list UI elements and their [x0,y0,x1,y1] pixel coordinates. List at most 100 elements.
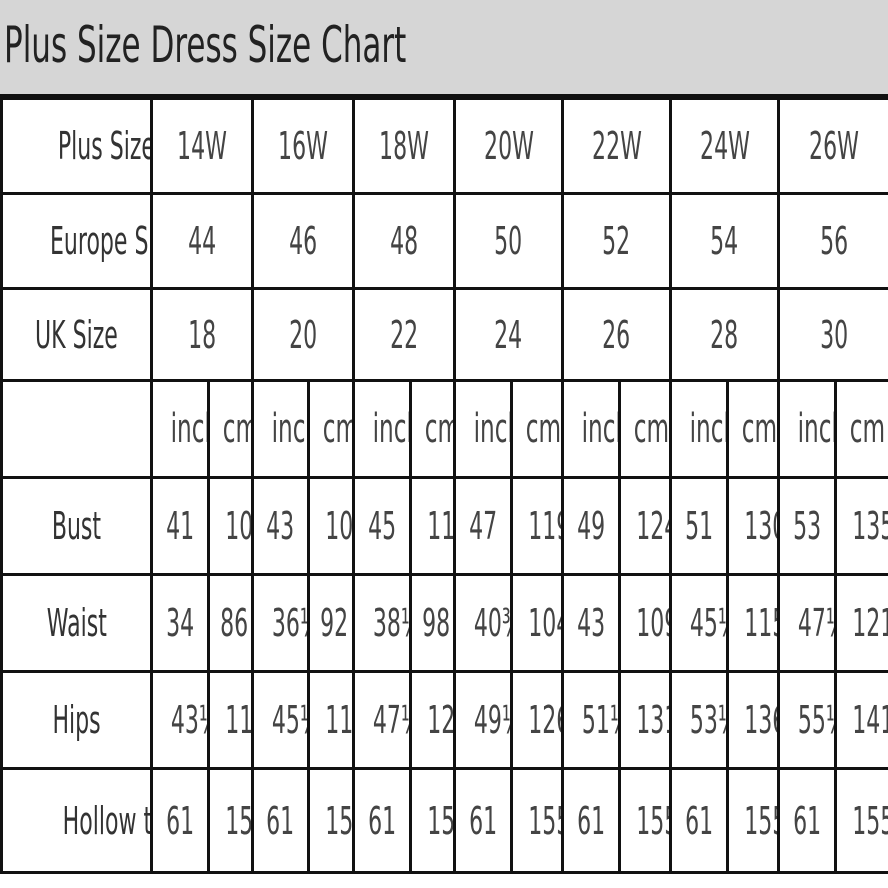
size-cell: 30 [777,287,888,382]
size-cell-text: 52 [602,219,631,263]
measure-cell-text: 34 [165,601,195,645]
row-label: Europe Size [0,192,153,290]
table-row: Bust 41 104 43 109 45 114 47 119 49 124 51 130 53 135 [0,476,888,576]
unit-cell: inch [453,379,513,479]
measure-cell-text: 51½ [581,698,617,742]
size-cell: 14W [150,97,254,195]
measure-cell: 110 [207,670,254,770]
table-row: UK Size 18 20 22 24 26 28 30 [0,287,888,382]
measure-cell-text: 126 [528,698,559,742]
measure-cell-text: 114 [427,504,455,548]
measure-cell: 155 [834,767,888,874]
measure-cell: 61 [352,767,412,874]
size-cell: 52 [561,192,672,290]
measure-cell-text: 49½ [473,698,509,742]
chart-title: Plus Size Dress Size Chart [4,16,407,74]
row-label-text: Hips [52,698,101,742]
size-cell-text: 14W [177,124,227,168]
measure-cell: 130 [726,476,780,576]
size-cell-text: 22W [591,124,642,168]
measure-cell: 155 [726,767,780,874]
measure-cell-text: 43 [576,601,606,645]
measure-cell: 155 [207,767,254,874]
unit-cell-text: cm [322,406,351,452]
measure-cell-text: 45 [367,504,397,548]
size-cell-text: 24W [699,124,750,168]
unit-cell: inch [251,379,310,479]
measure-cell-text: 110 [225,698,253,742]
size-cell-text: 48 [389,219,419,263]
measure-cell-text: 53½ [689,698,725,742]
size-cell-text: 30 [819,312,849,357]
measure-cell-text: 61 [367,798,397,843]
unit-cell-text: inch [581,406,617,452]
size-cell-text: 24 [494,312,523,357]
measure-cell: 49½ [453,670,513,770]
measure-cell-text: 155 [528,798,559,843]
measure-cell: 155 [510,767,564,874]
measure-cell: 116 [307,670,355,770]
row-label-text: Bust [51,504,102,548]
measure-cell: 49 [561,476,621,576]
measure-cell: 45½ [251,670,310,770]
measure-cell-text: 45½ [271,698,306,742]
size-cell: 46 [251,192,355,290]
measure-cell: 104 [510,573,564,673]
measure-cell: 43½ [150,670,210,770]
size-cell-text: 44 [187,219,217,263]
size-cell: 22W [561,97,672,195]
measure-cell-text: 155 [744,798,775,843]
unit-cell-text: inch [372,406,408,452]
title-bar: Plus Size Dress Size Chart [0,0,888,97]
measure-cell: 126 [510,670,564,770]
row-label: Bust [0,476,153,576]
measure-cell-text: 104 [225,504,253,548]
measure-cell-text: 92 [320,601,349,645]
table-row: Hips 43½ 110 45½ 116 47½ 121 49½ 126 51½ 131 53½ 136… [0,670,888,770]
measure-cell: 43 [561,573,621,673]
size-cell: 20 [251,287,355,382]
size-cell-text: 22 [389,312,419,357]
size-table: Plus Size (US) 14W 16W 18W 20W 22W 24W 26W Europ… [0,97,888,874]
row-label-text: UK Size [35,312,118,357]
measure-cell: 119 [510,476,564,576]
measure-cell-text: 53 [792,504,822,548]
measure-cell: 155 [618,767,672,874]
measure-cell-text: 61 [266,798,295,843]
measure-cell: 55½ [777,670,837,770]
measure-cell-text: 47½ [797,601,833,645]
size-cell-text: 28 [710,312,739,357]
measure-cell: 40¾ [453,573,513,673]
row-label-text: Waist [46,601,107,645]
measure-cell-text: 155 [225,798,253,843]
size-cell: 50 [453,192,564,290]
unit-cell: cm [307,379,355,479]
measure-cell-text: 61 [792,798,822,843]
size-cell-text: 20 [288,312,318,357]
size-cell-text: 46 [288,219,318,263]
measure-cell-text: 43½ [170,698,206,742]
size-cell: 24W [669,97,780,195]
measure-cell: 43 [251,476,310,576]
row-label: Waist [0,573,153,673]
measure-cell-text: 45¼ [689,601,725,645]
measure-cell: 136 [726,670,780,770]
unit-cell: inch [150,379,210,479]
measure-cell: 98 [409,573,456,673]
units-row: inchcminchcminchcminchcminchcminchcminch… [0,379,888,479]
measure-cell-text: 61 [576,798,606,843]
measure-cell: 47 [453,476,513,576]
measure-cell: 114 [409,476,456,576]
size-cell: 20W [453,97,564,195]
size-cell: 18W [352,97,456,195]
size-cell: 48 [352,192,456,290]
measure-cell: 104 [207,476,254,576]
unit-cell-text: inch [473,406,509,452]
unit-cell: cm [618,379,672,479]
row-label-text: Europe Size [49,219,149,263]
measure-cell: 121 [834,573,888,673]
measure-cell-text: 121 [852,601,886,645]
unit-cell-text: cm [525,406,562,452]
measure-cell: 53½ [669,670,729,770]
measure-cell: 47½ [777,573,837,673]
